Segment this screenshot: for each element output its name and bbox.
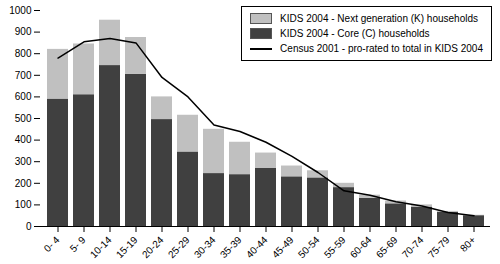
svg-text:400: 400 (15, 134, 32, 145)
svg-text:5- 9: 5- 9 (68, 234, 88, 254)
svg-text:100: 100 (15, 199, 32, 210)
svg-text:65-69: 65-69 (374, 234, 400, 260)
svg-text:20-24: 20-24 (140, 234, 166, 260)
svg-text:500: 500 (15, 113, 32, 124)
svg-text:50-54: 50-54 (296, 234, 322, 260)
svg-text:15-19: 15-19 (114, 234, 140, 260)
svg-text:55-59: 55-59 (322, 234, 348, 260)
html-text:KIDS 2004 - Core (C) household: KIDS 2004 - Core (C) households (280, 28, 430, 39)
svg-text:30-34: 30-34 (192, 234, 218, 260)
svg-text:700: 700 (15, 70, 32, 81)
svg-text:800: 800 (15, 48, 32, 59)
svg-text:900: 900 (15, 26, 32, 37)
svg-text:10-14: 10-14 (88, 234, 114, 260)
svg-text:80+: 80+ (458, 234, 478, 254)
svg-text:600: 600 (15, 91, 32, 102)
html-text:KIDS 2004 - Next generation (K: KIDS 2004 - Next generation (K) househol… (280, 13, 478, 24)
svg-text:0: 0 (26, 221, 32, 232)
svg-text:70-74: 70-74 (400, 234, 426, 260)
svg-text:60-64: 60-64 (348, 234, 374, 260)
svg-text:1000: 1000 (9, 5, 32, 16)
svg-text:75-79: 75-79 (426, 234, 452, 260)
svg-text:35-39: 35-39 (218, 234, 244, 260)
svg-text:300: 300 (15, 156, 32, 167)
svg-text:25-29: 25-29 (166, 234, 192, 260)
svg-text:200: 200 (15, 178, 32, 189)
svg-text:40-44: 40-44 (244, 234, 270, 260)
svg-text:0- 4: 0- 4 (42, 234, 62, 254)
html-text:Census 2001 - pro-rated to tot: Census 2001 - pro-rated to total in KIDS… (280, 43, 483, 54)
svg-text:45-49: 45-49 (270, 234, 296, 260)
